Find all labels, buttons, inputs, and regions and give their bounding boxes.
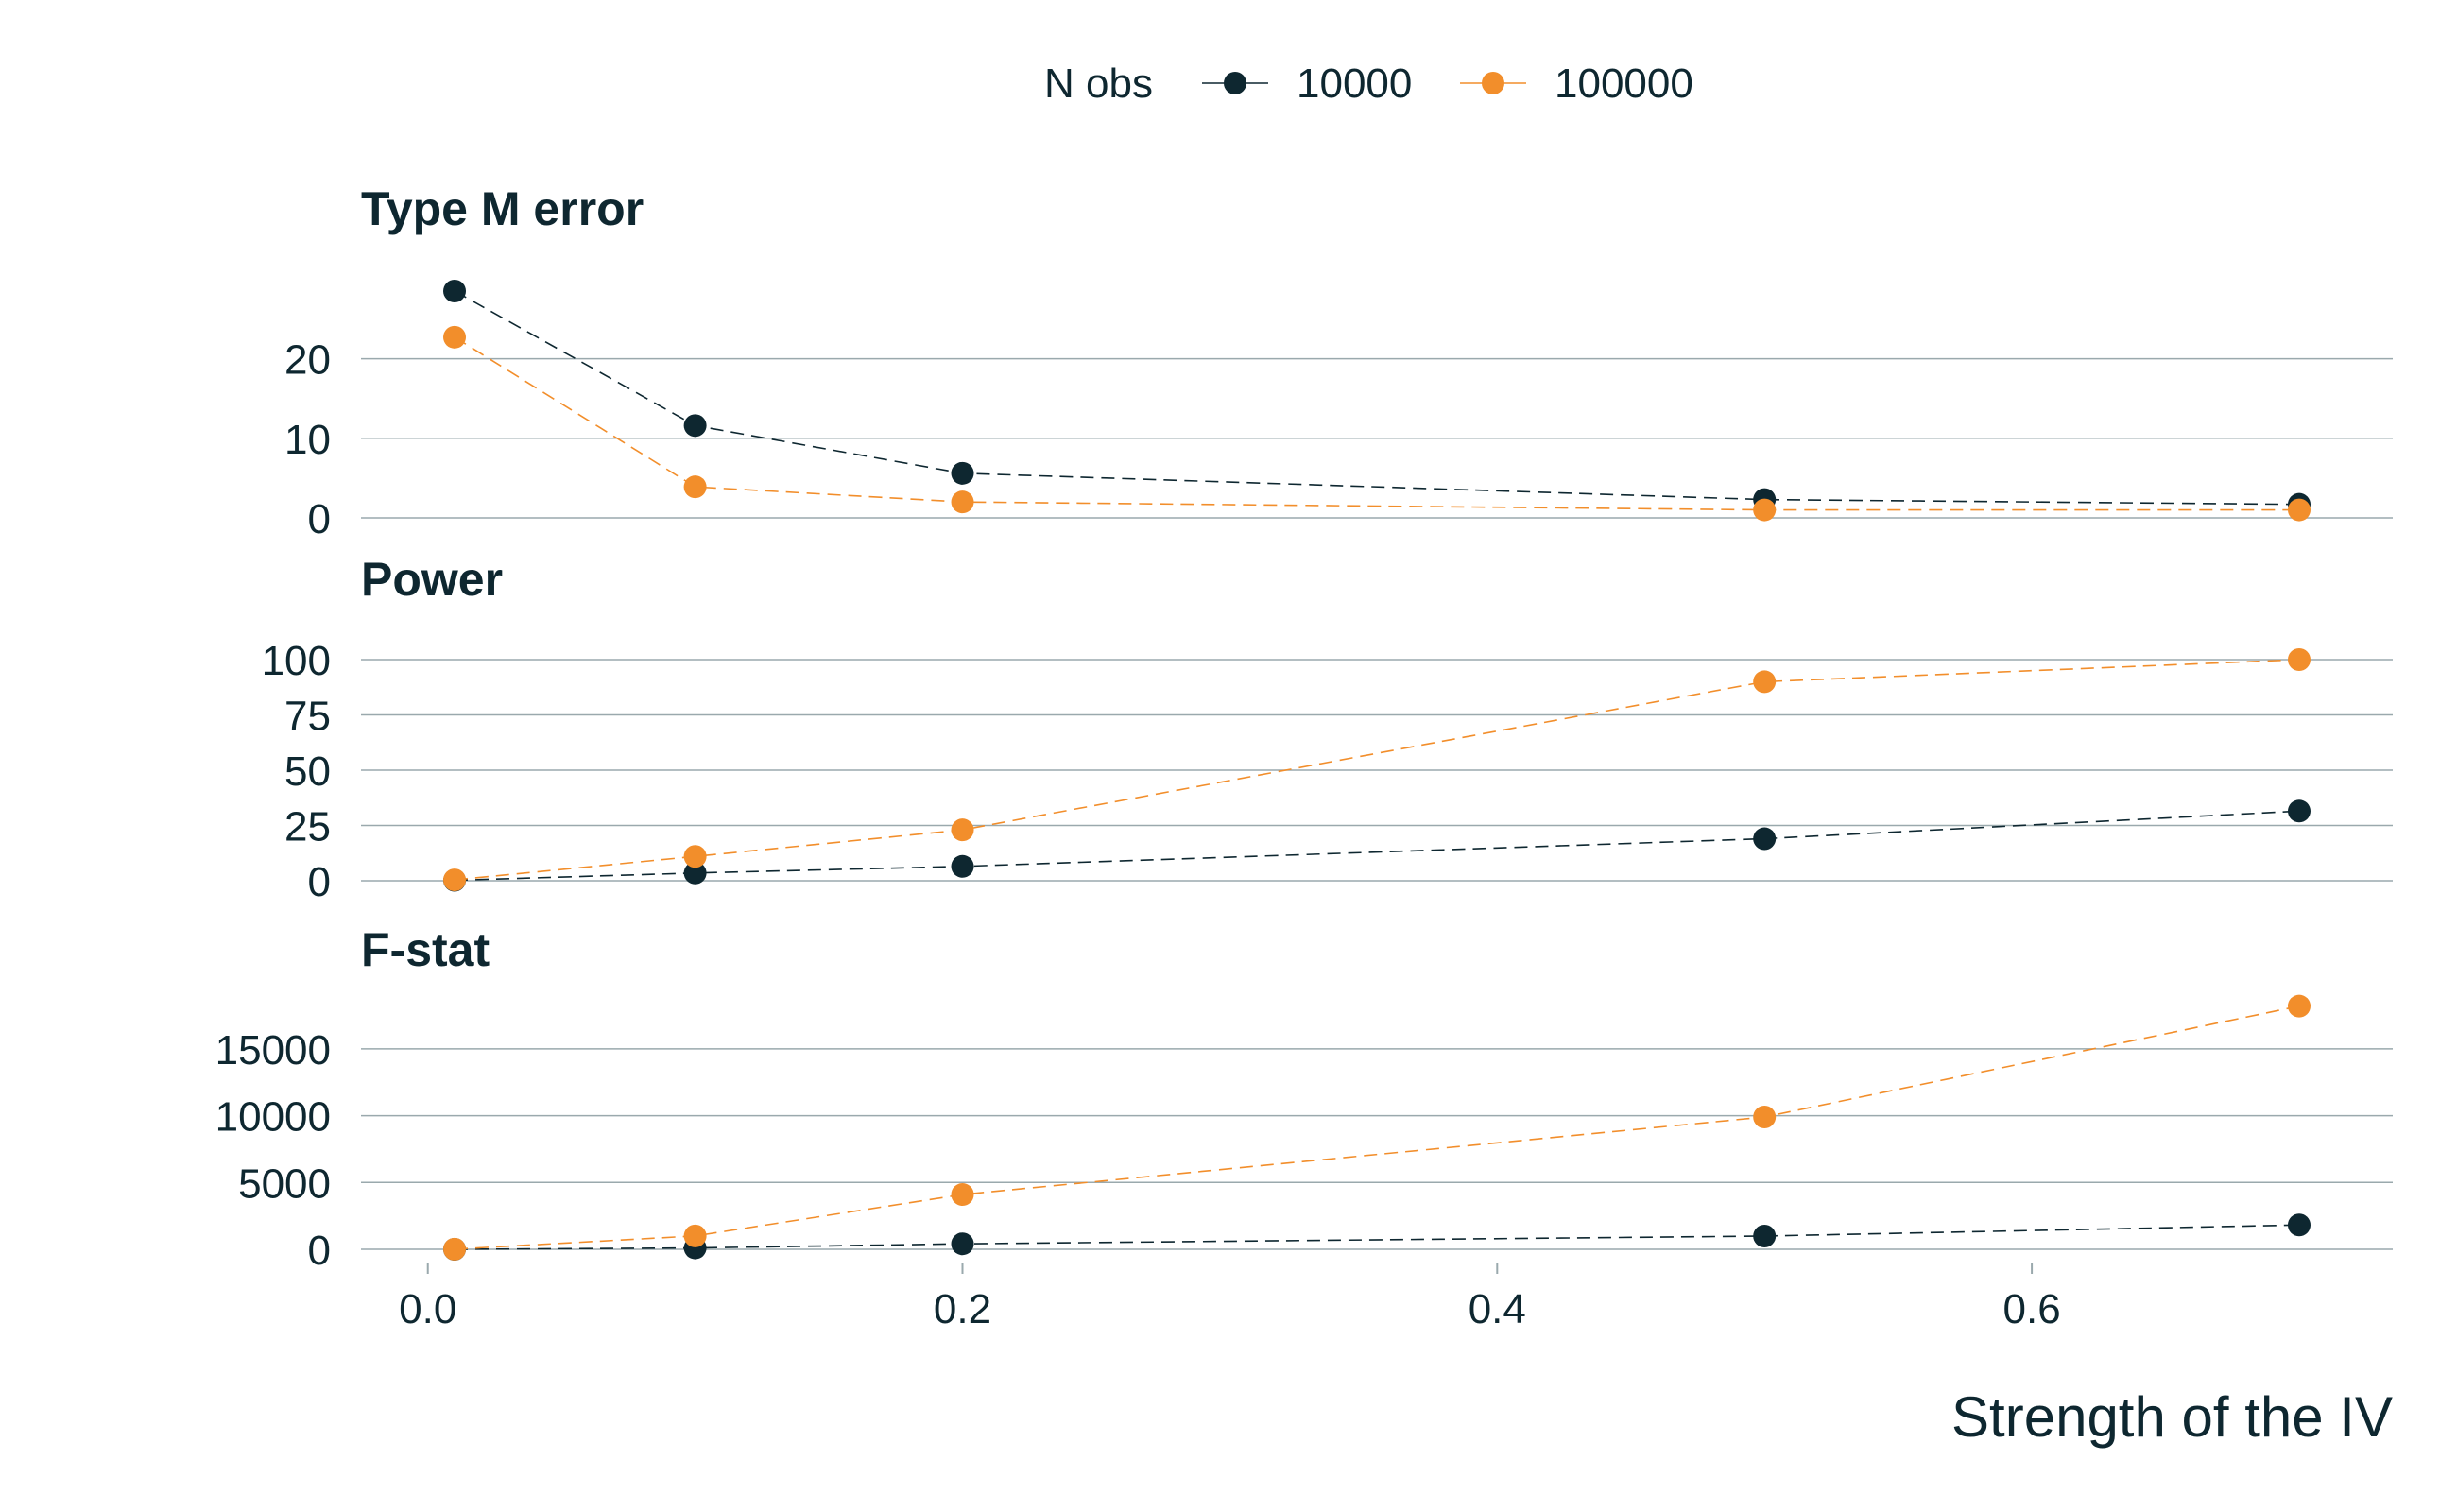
data-point-10000 bbox=[683, 414, 707, 438]
legend: N obs 10000 100000 bbox=[1044, 60, 1693, 107]
data-point-10000 bbox=[443, 280, 467, 302]
panel-title: Power bbox=[361, 553, 503, 606]
data-point-100000 bbox=[683, 845, 707, 868]
panel-title: Type M error bbox=[361, 182, 644, 235]
data-point-10000 bbox=[951, 854, 974, 878]
series-line-10000 bbox=[454, 290, 2299, 506]
y-tick-label: 10000 bbox=[215, 1094, 331, 1141]
data-point-100000 bbox=[1753, 670, 1777, 694]
data-point-100000 bbox=[951, 818, 974, 842]
data-point-100000 bbox=[2287, 648, 2311, 671]
panel-power: Power 0 25 50 75 100 bbox=[262, 553, 2393, 905]
series-line-100000 bbox=[454, 336, 2299, 511]
x-axis-title: Strength of the IV bbox=[1951, 1385, 2393, 1449]
data-point-100000 bbox=[443, 868, 467, 892]
series-line-100000 bbox=[454, 1005, 2300, 1250]
x-axis: 0.0 0.2 0.4 0.6 bbox=[399, 1263, 2061, 1332]
y-tick-label: 0 bbox=[308, 496, 331, 542]
data-point-100000 bbox=[683, 1224, 707, 1247]
data-point-10000 bbox=[2287, 799, 2311, 823]
x-tick-label: 0.6 bbox=[2003, 1286, 2061, 1332]
panel-type-m-error: Type M error 0 10 20 bbox=[284, 182, 2393, 542]
data-point-100000 bbox=[443, 325, 467, 349]
y-tick-label: 10 bbox=[284, 417, 331, 463]
y-tick-label: 5000 bbox=[238, 1160, 331, 1207]
data-point-100000 bbox=[443, 1237, 467, 1261]
series-line-10000 bbox=[454, 810, 2300, 882]
panel-title: F-stat bbox=[361, 923, 490, 976]
data-point-10000 bbox=[951, 1232, 974, 1256]
y-tick-label: 75 bbox=[284, 694, 331, 740]
data-point-10000 bbox=[1753, 827, 1777, 850]
series-line-10000 bbox=[455, 1224, 2300, 1250]
data-point-100000 bbox=[2287, 994, 2311, 1018]
data-point-100000 bbox=[1753, 498, 1777, 522]
legend-marker-100000 bbox=[1482, 72, 1504, 94]
legend-label-10000: 10000 bbox=[1297, 60, 1412, 107]
data-point-100000 bbox=[951, 1183, 974, 1207]
y-tick-label: 25 bbox=[284, 804, 331, 850]
y-tick-label: 20 bbox=[284, 337, 331, 384]
data-point-10000 bbox=[2287, 1213, 2311, 1237]
y-tick-label: 0 bbox=[308, 1228, 331, 1274]
data-point-10000 bbox=[683, 861, 707, 885]
x-tick-label: 0.2 bbox=[934, 1286, 991, 1332]
data-point-100000 bbox=[1753, 1106, 1777, 1129]
x-tick-label: 0.4 bbox=[1469, 1286, 1526, 1332]
data-point-100000 bbox=[683, 475, 707, 499]
data-point-100000 bbox=[951, 490, 974, 514]
legend-marker-10000 bbox=[1224, 72, 1246, 94]
legend-title: N obs bbox=[1044, 60, 1153, 107]
x-tick-label: 0.0 bbox=[399, 1286, 456, 1332]
panels: Type M error 0 10 20 Power 0 25 50 75 100 F-stat 0 5… bbox=[215, 182, 2393, 1274]
y-tick-label: 0 bbox=[308, 859, 331, 905]
data-point-100000 bbox=[2287, 498, 2311, 522]
y-tick-label: 50 bbox=[284, 748, 331, 795]
data-point-10000 bbox=[951, 461, 974, 485]
data-point-10000 bbox=[1753, 1225, 1777, 1248]
y-tick-label: 100 bbox=[262, 638, 331, 684]
legend-label-100000: 100000 bbox=[1555, 60, 1693, 107]
y-tick-label: 15000 bbox=[215, 1027, 331, 1074]
legend-entry-10000: 10000 bbox=[1202, 60, 1412, 107]
legend-entry-100000: 100000 bbox=[1460, 60, 1693, 107]
panel-f-stat: F-stat 0 5000 10000 15000 bbox=[215, 923, 2393, 1274]
